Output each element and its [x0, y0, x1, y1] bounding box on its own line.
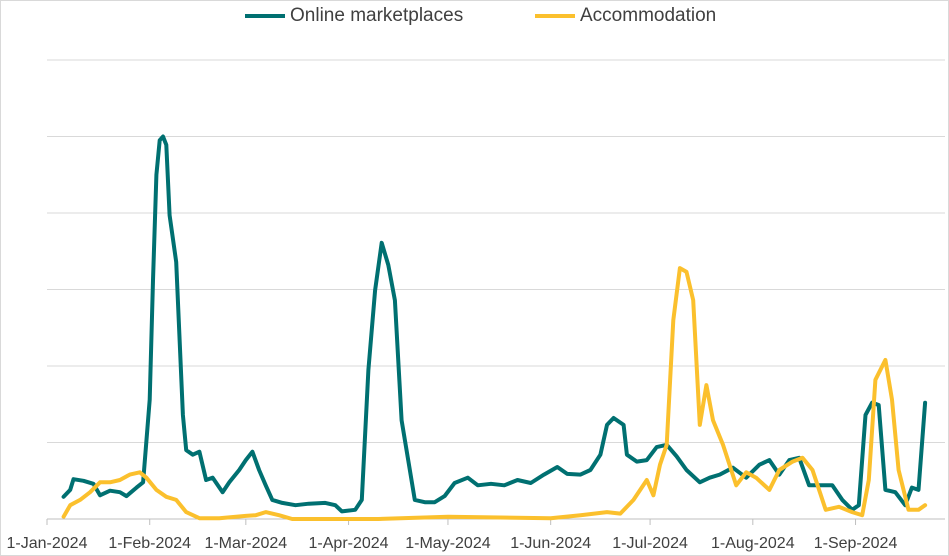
legend-label: Accommodation — [580, 5, 716, 26]
legend-label: Online marketplaces — [290, 5, 463, 26]
x-tick-label: 1-Jan-2024 — [7, 535, 88, 552]
x-tick-label: 1-Mar-2024 — [204, 535, 287, 552]
x-tick-label: 1-Feb-2024 — [108, 535, 191, 552]
x-tick-label: 1-Sep-2024 — [814, 535, 898, 552]
x-tick-label: 1-Jul-2024 — [612, 535, 688, 552]
x-tick-label: 1-May-2024 — [405, 535, 490, 552]
x-tick-label: 1-Apr-2024 — [309, 535, 389, 552]
x-tick-label: 1-Aug-2024 — [711, 535, 795, 552]
x-tick-label: 1-Jun-2024 — [510, 535, 591, 552]
line-series — [61, 266, 928, 521]
